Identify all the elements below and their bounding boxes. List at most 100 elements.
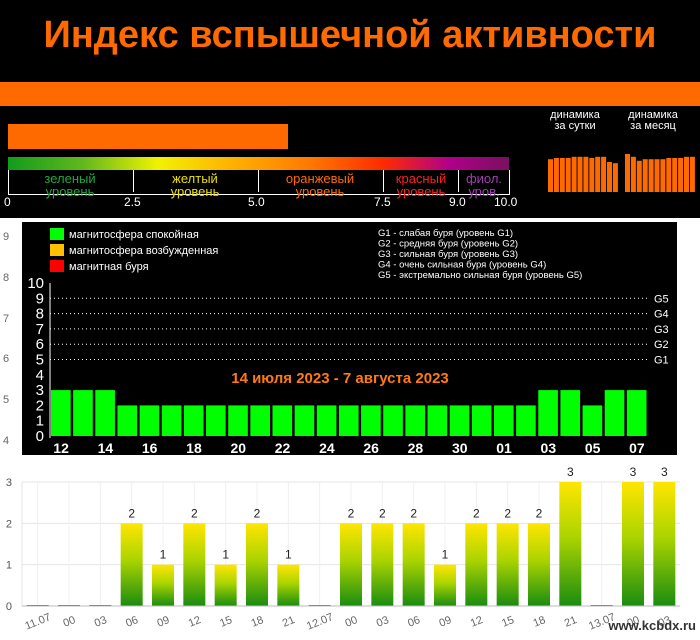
x-tick-label: 15	[500, 614, 516, 630]
storm-legend-item: G4 - очень сильная буря (уровень G4)	[378, 260, 546, 271]
kp-hourly-bar	[371, 523, 394, 606]
x-tick-label: 09	[155, 614, 171, 630]
x-tick-label: 12	[187, 614, 203, 630]
storm-legend-item: G5 - экстремально сильная буря (уровень …	[378, 270, 582, 281]
scale-tick-label: 9.0	[449, 195, 466, 209]
x-tick-label: 12	[469, 614, 485, 630]
storm-level-tick: G2	[654, 339, 669, 351]
monthly-dynamics-bar	[625, 154, 630, 192]
scale-tick-label: 5.0	[248, 195, 265, 209]
storm-level-tick: G1	[654, 355, 669, 367]
x-tick-label: 03	[93, 614, 109, 630]
scale-separator	[133, 170, 134, 192]
x-tick-label: 05	[585, 440, 601, 456]
y-tick-label: 1	[6, 560, 12, 572]
kp-index-bar	[206, 405, 226, 436]
x-tick-label: 12	[53, 440, 69, 456]
y-tick-label: 2	[6, 518, 12, 530]
kp-index-bar	[294, 405, 315, 436]
monthly-dynamics-label: динамика за месяц	[618, 110, 688, 132]
kp-index-bar	[316, 405, 337, 436]
kp-index-bar	[51, 390, 71, 436]
kp-index-bar	[449, 405, 470, 436]
monthly-dynamics-bar	[660, 159, 666, 192]
zone-yellow-line2: уровень	[170, 184, 220, 199]
y-tick-label: 2	[36, 397, 44, 414]
zone-green-line1: зеленый	[44, 171, 96, 186]
x-tick-label: 00	[343, 614, 359, 630]
kp-index-bar	[538, 390, 558, 436]
x-tick-label: 09	[437, 614, 453, 630]
x-tick-label: 21	[281, 614, 297, 630]
kp-hourly-bar	[340, 523, 362, 606]
kp-index-bar	[604, 390, 625, 436]
daily-dynamics-bar	[571, 156, 577, 192]
kp-index-bar	[626, 390, 647, 436]
kp-hourly-bar	[277, 564, 300, 606]
kp-index-bar	[516, 405, 536, 436]
kp-hourly-bar	[246, 523, 268, 606]
bar-value-label: 2	[379, 506, 386, 520]
bar-value-label: 2	[254, 506, 261, 520]
daily-dynamics-bar	[559, 158, 565, 192]
monthly-dynamics-bar	[636, 160, 642, 192]
storm-level-tick: G3	[654, 324, 669, 336]
zone-green-line2: уровень	[45, 184, 95, 199]
flare-index-panel: Индекс вспышечной активности зеленый уро…	[0, 0, 700, 218]
flare-index-level-bar	[8, 124, 288, 149]
kp-hourly-bar	[434, 564, 456, 606]
y-tick-label: 1	[36, 413, 44, 430]
legend-swatch	[50, 244, 64, 256]
kp-index-bar	[361, 405, 381, 436]
kp-hourly-bar	[528, 523, 550, 606]
geomagnetic-chart: магнитосфера спокойная магнитосфера возбу…	[22, 222, 677, 456]
bar-value-label: 1	[285, 548, 292, 562]
y-tick-label: 8	[36, 306, 44, 323]
left-axis-tick-label: 6	[3, 353, 9, 365]
monthly-dynamics-bar	[630, 156, 636, 192]
legend-swatch	[50, 228, 64, 240]
daily-label-line1: динамика	[550, 109, 600, 121]
daily-dynamics-bar	[577, 156, 583, 192]
y-tick-label: 5	[36, 352, 44, 369]
kp-index-bar	[139, 405, 160, 436]
left-axis-tick-label: 9	[3, 231, 9, 243]
daily-dynamics-bar	[601, 156, 607, 192]
monthly-dynamics-bar	[689, 156, 695, 192]
x-tick-label: 06	[124, 614, 140, 630]
kp-index-bar	[73, 390, 93, 436]
kp-index-bar	[560, 390, 581, 436]
kp-hourly-bar	[622, 482, 644, 606]
legend-label: магнитосфера возбужденная	[69, 245, 218, 257]
monthly-dynamics-bar	[666, 158, 672, 192]
kp-hourly-bar	[496, 523, 519, 606]
kp-hourly-bar	[559, 482, 582, 606]
zone-orange-line1: оранжевый	[285, 171, 355, 186]
scale-separator	[458, 170, 459, 192]
watermark: www.kcbdx.ru	[607, 618, 696, 633]
dynamics-mini-charts	[548, 154, 695, 192]
kp-index-bar	[383, 405, 403, 436]
y-tick-label: 10	[27, 275, 44, 292]
bar-value-label: 1	[442, 548, 449, 562]
y-tick-label: 0	[36, 428, 44, 445]
kp-hourly-bar	[465, 523, 488, 606]
x-tick-label: 12.07	[305, 611, 335, 632]
zone-violet-line2: уров.	[468, 184, 500, 199]
bar-value-label: 2	[504, 506, 511, 520]
zone-yellow-label: желтый уровень	[135, 172, 255, 198]
bar-value-label: 3	[567, 465, 574, 479]
x-tick-label: 03	[657, 614, 673, 630]
monthly-dynamics-bar	[648, 159, 654, 192]
x-tick-label: 03	[375, 614, 391, 630]
x-tick-label: 24	[319, 440, 335, 456]
x-tick-label: 30	[452, 440, 468, 456]
background-left-axis: 4 5 6 7 8 9	[3, 231, 9, 447]
left-axis-tick-label: 5	[3, 394, 9, 406]
kp-index-bar	[493, 405, 514, 436]
x-tick-label: 18	[186, 440, 202, 456]
x-tick-label: 22	[275, 440, 291, 456]
daily-dynamics-bar	[607, 162, 612, 192]
scale-tick-label: 0	[4, 195, 11, 209]
bar-value-label: 2	[410, 506, 417, 520]
